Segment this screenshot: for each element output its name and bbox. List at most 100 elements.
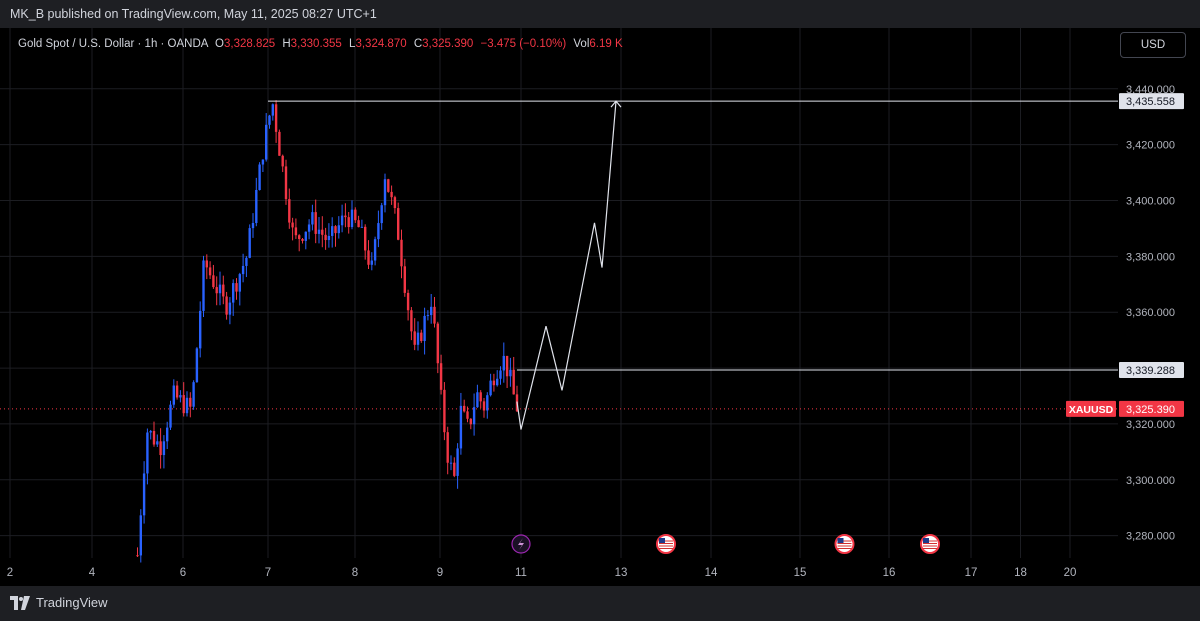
candle-body bbox=[393, 197, 397, 209]
candle-body bbox=[235, 283, 238, 292]
candle-body bbox=[248, 228, 251, 258]
candle-body bbox=[162, 441, 166, 456]
x-axis-tick-label: 8 bbox=[352, 567, 358, 579]
candle-body bbox=[364, 226, 367, 251]
candle-body bbox=[245, 257, 248, 266]
candle-body bbox=[159, 441, 162, 456]
candle-body bbox=[268, 115, 271, 125]
tradingview-brand[interactable]: TradingView bbox=[10, 595, 108, 610]
y-axis-tick-label: 3,400.000 bbox=[1126, 195, 1175, 207]
y-axis-tick-label: 3,360.000 bbox=[1126, 307, 1175, 319]
candle-body bbox=[241, 265, 245, 275]
candle-body bbox=[479, 392, 482, 402]
candle-body bbox=[466, 411, 469, 419]
level-price-label: 3,435.558 bbox=[1126, 96, 1175, 108]
candle-body bbox=[314, 212, 317, 234]
x-axis-tick-label: 14 bbox=[705, 567, 718, 579]
candle-body bbox=[182, 395, 185, 414]
candle-body bbox=[413, 331, 416, 345]
candle-body bbox=[185, 397, 189, 414]
candle-body bbox=[472, 407, 476, 425]
candle-body bbox=[496, 378, 499, 386]
candle-body bbox=[390, 191, 393, 198]
candle-body bbox=[278, 131, 281, 156]
candle-body bbox=[136, 555, 139, 557]
candle-body bbox=[340, 215, 344, 226]
candle-body bbox=[486, 395, 489, 411]
candle-body bbox=[476, 392, 479, 408]
candle-body bbox=[324, 234, 327, 241]
candle-body bbox=[400, 239, 403, 267]
candle-body bbox=[433, 306, 436, 324]
tradingview-logo-icon bbox=[10, 595, 30, 610]
x-axis-tick-label: 15 bbox=[794, 567, 807, 579]
candle-body bbox=[175, 385, 179, 398]
candle-body bbox=[142, 473, 146, 516]
x-axis-tick-label: 18 bbox=[1014, 567, 1027, 579]
candle-body bbox=[152, 431, 156, 445]
candle-body bbox=[258, 164, 261, 190]
candle-body bbox=[449, 462, 453, 464]
candle-body bbox=[169, 404, 172, 428]
candle-body bbox=[436, 323, 439, 364]
candle-body bbox=[232, 283, 235, 303]
candle-body bbox=[360, 226, 364, 228]
flag-canton bbox=[837, 538, 844, 543]
candle-body bbox=[146, 432, 149, 474]
candle-body bbox=[512, 369, 515, 395]
low-label: L bbox=[349, 38, 356, 50]
publisher-bar: MK_B published on TradingView.com, May 1… bbox=[0, 0, 1200, 28]
projection-arrowhead bbox=[610, 100, 622, 108]
current-price-tag bbox=[1119, 400, 1184, 417]
current-price-label: 3,325.390 bbox=[1126, 404, 1175, 416]
candle-body bbox=[298, 235, 301, 239]
candle-body bbox=[420, 332, 423, 342]
candle-body bbox=[139, 515, 142, 556]
lightning-bolt-icon bbox=[518, 538, 524, 550]
candle-body bbox=[317, 229, 321, 234]
candle-body bbox=[149, 431, 152, 433]
candle-body bbox=[446, 432, 449, 463]
candle-body bbox=[304, 231, 307, 241]
candle-body bbox=[205, 260, 208, 268]
x-axis-tick-label: 13 bbox=[615, 567, 628, 579]
publisher-text: MK_B published on TradingView.com, May 1… bbox=[10, 7, 377, 21]
candle-body bbox=[459, 405, 463, 449]
candle-body bbox=[281, 155, 284, 167]
candle-body bbox=[499, 370, 502, 379]
close-value: 3,325.390 bbox=[422, 38, 474, 50]
high-label: H bbox=[282, 38, 291, 50]
candle-body bbox=[410, 310, 413, 332]
candle-body bbox=[156, 441, 159, 445]
candle-body bbox=[416, 332, 420, 345]
candle-body bbox=[202, 260, 205, 311]
candle-body bbox=[212, 275, 215, 288]
candle-body bbox=[288, 199, 291, 223]
price-chart[interactable]: 3,280.0003,300.0003,320.0003,340.0003,36… bbox=[0, 28, 1200, 586]
level-price-tag bbox=[1119, 362, 1184, 379]
candle-body bbox=[354, 209, 357, 221]
projection-path[interactable] bbox=[516, 101, 617, 430]
x-axis-tick-label: 6 bbox=[180, 567, 186, 579]
candle-body bbox=[380, 205, 383, 224]
currency-button[interactable]: USD bbox=[1120, 32, 1186, 58]
high-value: 3,330.355 bbox=[290, 38, 342, 50]
candle-body bbox=[294, 227, 298, 236]
candle-body bbox=[492, 380, 496, 386]
x-axis-tick-label: 17 bbox=[965, 567, 978, 579]
candle-body bbox=[509, 369, 512, 377]
candle-body bbox=[482, 401, 486, 411]
ohlc-legend: Gold Spot / U.S. Dollar · 1h · OANDA O3,… bbox=[18, 38, 623, 50]
candle-body bbox=[430, 306, 433, 316]
candle-body bbox=[271, 104, 274, 116]
candle-body bbox=[255, 189, 258, 223]
footer-bar: TradingView bbox=[0, 586, 1200, 621]
x-axis-tick-label: 11 bbox=[515, 567, 527, 579]
x-axis-tick-label: 20 bbox=[1064, 567, 1077, 579]
candle-body bbox=[222, 284, 225, 297]
candle-body bbox=[439, 363, 443, 390]
volume-label: Vol bbox=[573, 38, 590, 50]
candle-body bbox=[331, 226, 334, 236]
candle-body bbox=[456, 448, 459, 476]
x-axis-tick-label: 7 bbox=[265, 567, 271, 579]
